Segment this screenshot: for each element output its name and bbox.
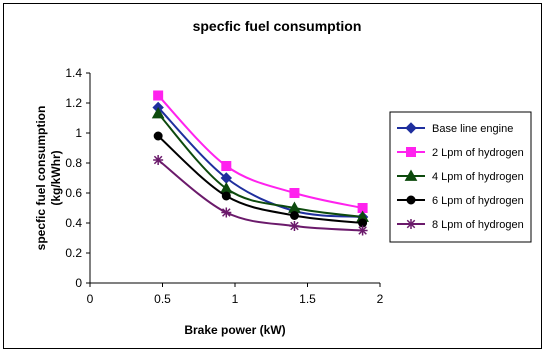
legend: Base line engine 2 Lpm of hydrogen 4 Lpm o… bbox=[397, 122, 524, 231]
y-tick-label: 1.2 bbox=[65, 96, 82, 110]
y-tick-label: 0.2 bbox=[65, 246, 82, 260]
legend-item: 2 Lpm of hydrogen bbox=[397, 147, 524, 159]
x-tick-label: 1.5 bbox=[299, 292, 316, 306]
legend-item: 4 Lpm of hydrogen bbox=[397, 169, 524, 183]
data-point bbox=[221, 191, 231, 201]
data-point bbox=[153, 131, 163, 141]
legend-label: 4 Lpm of hydrogen bbox=[432, 171, 524, 183]
y-axis-label-line1: specfic fuel consumption bbox=[34, 106, 48, 251]
legend-label: 8 Lpm of hydrogen bbox=[432, 219, 524, 231]
data-point bbox=[153, 90, 164, 101]
legend-label: 2 Lpm of hydrogen bbox=[432, 147, 524, 159]
series-line bbox=[157, 112, 363, 218]
legend-marker bbox=[405, 122, 417, 134]
x-axis-label: Brake power (kW) bbox=[184, 323, 285, 337]
y-tick-label: 0.6 bbox=[65, 186, 82, 200]
data-point bbox=[151, 106, 165, 119]
data-point bbox=[357, 225, 368, 236]
legend-marker bbox=[406, 195, 416, 205]
y-tick-label: 0.8 bbox=[65, 156, 82, 170]
legend-item: Base line engine bbox=[397, 122, 513, 135]
x-tick-label: 0.5 bbox=[154, 292, 171, 306]
y-axis-label-line2: (kg/kWhr) bbox=[49, 150, 63, 205]
legend-item: 8 Lpm of hydrogen bbox=[397, 219, 524, 231]
series-line bbox=[157, 94, 363, 209]
axes: 0 0.2 0.4 0.6 0.8 1 1.2 1.4 0 0.5 1 1.5 2 bbox=[65, 66, 383, 306]
series-line bbox=[157, 135, 363, 224]
series-2 bbox=[153, 90, 368, 213]
y-tick-label: 1.4 bbox=[65, 66, 82, 80]
legend-marker bbox=[404, 169, 418, 181]
y-tick-label: 1 bbox=[75, 126, 82, 140]
legend-item: 6 Lpm of hydrogen bbox=[397, 195, 524, 207]
series-5 bbox=[153, 155, 368, 236]
chart-title: specfic fuel consumption bbox=[193, 18, 362, 34]
x-tick-label: 2 bbox=[377, 292, 384, 306]
y-tick-label: 0.4 bbox=[65, 216, 82, 230]
x-tick-label: 0 bbox=[87, 292, 94, 306]
series-3 bbox=[151, 106, 369, 222]
data-point bbox=[153, 155, 164, 165]
series-4 bbox=[153, 131, 368, 228]
y-axis-label: specfic fuel consumption (kg/kWhr) bbox=[34, 106, 63, 251]
legend-label: Base line engine bbox=[432, 123, 513, 135]
plot-area bbox=[90, 73, 380, 283]
data-point bbox=[289, 211, 299, 220]
series-line bbox=[157, 159, 363, 232]
legend-marker bbox=[406, 219, 416, 229]
data-point bbox=[289, 188, 300, 198]
legend-marker bbox=[406, 147, 416, 157]
series-layer bbox=[151, 90, 369, 236]
series-line bbox=[157, 106, 363, 218]
legend-label: 6 Lpm of hydrogen bbox=[432, 195, 524, 207]
data-point bbox=[221, 161, 232, 171]
x-tick-label: 1 bbox=[232, 292, 239, 306]
data-point bbox=[289, 221, 300, 231]
y-tick-label: 0 bbox=[75, 276, 82, 290]
data-point bbox=[221, 207, 232, 218]
